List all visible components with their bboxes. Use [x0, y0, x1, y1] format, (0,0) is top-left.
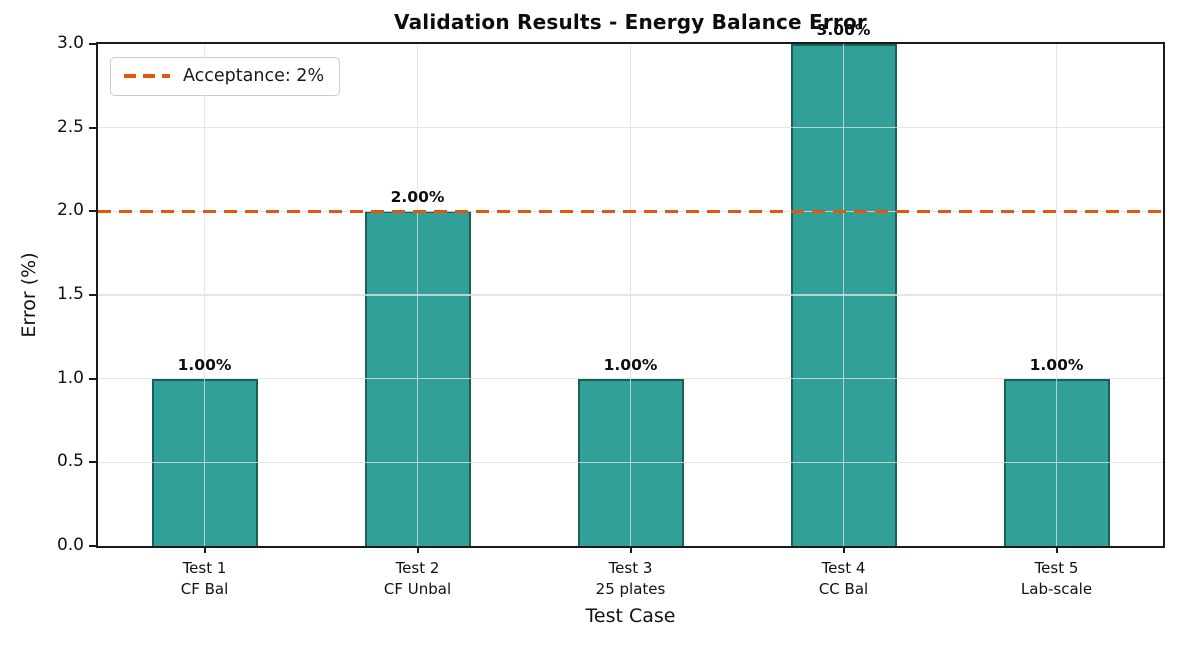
y-tick-mark	[89, 210, 96, 213]
bar-value-label: 1.00%	[1029, 355, 1084, 374]
x-tick-label: Test 4 CC Bal	[818, 559, 869, 598]
y-tick-label: 0.5	[56, 451, 84, 472]
bar-value-label: 1.00%	[177, 355, 232, 374]
y-tick-label: 1.0	[56, 367, 84, 388]
y-tick-label: 2.0	[56, 200, 84, 221]
bar-5	[1003, 378, 1110, 546]
bar-4	[790, 44, 897, 546]
x-tick-mark	[1055, 548, 1058, 553]
bar-1	[151, 378, 258, 546]
y-tick-mark	[89, 126, 96, 129]
x-tick-mark	[629, 548, 632, 553]
legend: Acceptance: 2%	[110, 57, 341, 96]
dashed-line-legend-swatch	[124, 74, 170, 78]
chart-title: Validation Results - Energy Balance Erro…	[394, 10, 867, 34]
x-tick-mark	[203, 548, 206, 553]
bar-2	[364, 211, 471, 546]
x-tick-mark	[416, 548, 419, 553]
acceptance-threshold-line	[98, 209, 1163, 214]
y-tick-label: 3.0	[56, 33, 84, 53]
bar-value-label: 3.00%	[816, 21, 871, 39]
y-tick-label: 0.0	[56, 535, 84, 555]
plot-area: Acceptance: 2% 0.0 0.5 1.0 1.5 2.0 2.5 3.0 1.00…	[57, 21, 1165, 598]
horizontal-gridline	[98, 294, 1163, 296]
horizontal-gridline	[98, 210, 1163, 213]
bar-value-label: 2.00%	[390, 188, 445, 207]
y-tick-mark	[89, 545, 96, 547]
x-axis-label: Test Case	[585, 605, 676, 627]
x-tick-mark	[842, 548, 845, 553]
y-tick-mark	[89, 377, 96, 380]
y-tick-mark	[89, 43, 96, 45]
x-tick-label: Test 1 CF Bal	[180, 559, 229, 598]
y-tick-label: 2.5	[56, 116, 84, 137]
y-tick-mark	[89, 294, 96, 296]
horizontal-gridline	[98, 126, 1163, 129]
y-tick-label: 1.5	[56, 284, 84, 304]
x-tick-label: Test 3 25 plates	[595, 559, 666, 598]
y-tick-mark	[89, 461, 96, 464]
x-tick-label: Test 5 Lab-scale	[1020, 559, 1093, 598]
bar-value-label: 1.00%	[603, 355, 658, 374]
bar-3	[577, 378, 684, 546]
x-tick-label: Test 2 CF Unbal	[383, 559, 452, 598]
legend-label: Acceptance: 2%	[183, 66, 325, 86]
